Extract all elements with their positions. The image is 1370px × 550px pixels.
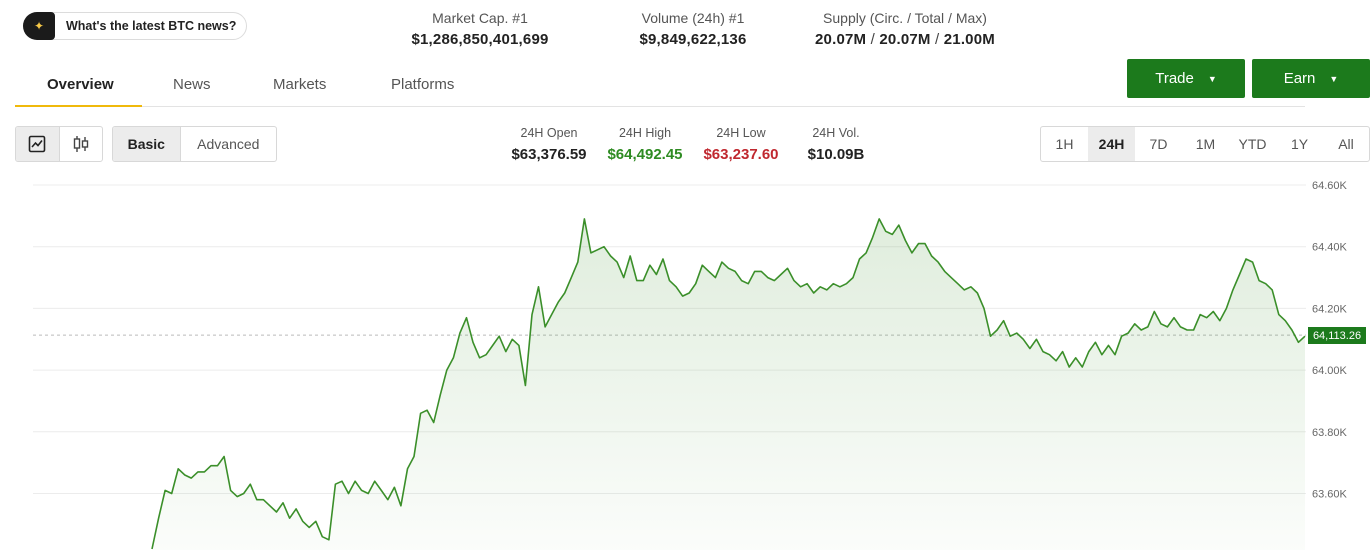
earn-label: Earn — [1283, 70, 1316, 87]
active-tab-underline — [15, 105, 142, 107]
supply-stat: Supply (Circ. / Total / Max) 20.07M / 20… — [795, 10, 1015, 48]
tab-markets[interactable]: Markets — [273, 76, 327, 93]
open-label: 24H Open — [520, 126, 578, 140]
range-7d[interactable]: 7D — [1149, 136, 1168, 152]
trade-button[interactable]: Trade ▼ — [1127, 59, 1245, 98]
trade-label: Trade — [1155, 70, 1194, 87]
tab-platforms[interactable]: Platforms — [391, 76, 455, 93]
high-value: $64,492.45 — [607, 146, 683, 163]
chart-type-toggle — [15, 126, 103, 162]
chevron-down-icon: ▼ — [1329, 73, 1339, 84]
supply-value: 20.07M / 20.07M / 21.00M — [795, 31, 1015, 48]
high-stat: 24H High $64,492.45 — [599, 126, 691, 163]
earn-button[interactable]: Earn ▼ — [1252, 59, 1370, 98]
line-chart-icon — [28, 135, 46, 153]
range-1h[interactable]: 1H — [1055, 136, 1074, 152]
market-cap-stat: Market Cap. #1 $1,286,850,401,699 — [405, 10, 555, 48]
y-tick-label: 63.80K — [1312, 427, 1348, 439]
sparkle-icon: ✦ — [23, 12, 55, 40]
price-area — [152, 218, 1305, 550]
volume-24h-label: 24H Vol. — [812, 126, 860, 140]
volume-24h-value: $10.09B — [807, 146, 865, 163]
low-label: 24H Low — [716, 126, 766, 140]
chart-mode-toggle: Basic Advanced — [112, 126, 277, 162]
open-value: $63,376.59 — [511, 146, 587, 163]
low-stat: 24H Low $63,237.60 — [695, 126, 787, 163]
y-tick-label: 64.60K — [1312, 180, 1348, 192]
price-line — [151, 218, 1306, 550]
market-cap-value: $1,286,850,401,699 — [411, 31, 549, 48]
volume-stat: Volume (24h) #1 $9,849,622,136 — [618, 10, 768, 48]
range-24h[interactable]: 24H — [1088, 127, 1135, 161]
volume-value: $9,849,622,136 — [639, 31, 747, 48]
supply-separator: / — [934, 31, 940, 48]
supply-circ: 20.07M — [815, 31, 867, 48]
open-stat: 24H Open $63,376.59 — [503, 126, 595, 163]
section-tabs: Overview News Markets Platforms — [15, 66, 1305, 107]
volume-label: Volume (24h) #1 — [641, 10, 745, 26]
ai-prompt-pill[interactable]: ✦ What's the latest BTC news? — [23, 12, 247, 40]
range-1m[interactable]: 1M — [1195, 136, 1216, 152]
y-tick-label: 64.40K — [1312, 242, 1348, 254]
tab-overview[interactable]: Overview — [47, 76, 114, 93]
y-tick-label: 64.00K — [1312, 365, 1348, 377]
chevron-down-icon: ▼ — [1207, 73, 1217, 84]
advanced-mode-button[interactable]: Advanced — [197, 136, 260, 152]
range-all[interactable]: All — [1338, 136, 1354, 152]
ai-prompt-text: What's the latest BTC news? — [66, 19, 237, 33]
range-1y[interactable]: 1Y — [1290, 136, 1309, 152]
line-chart-button[interactable] — [16, 127, 60, 161]
market-cap-label: Market Cap. #1 — [432, 10, 528, 26]
high-label: 24H High — [618, 126, 672, 140]
supply-label: Supply (Circ. / Total / Max) — [823, 10, 987, 26]
tab-news[interactable]: News — [173, 76, 211, 93]
current-price-tag: 64,113.26 — [1308, 327, 1366, 344]
y-tick-label: 64.20K — [1312, 303, 1348, 315]
y-tick-label: 63.60K — [1312, 489, 1348, 501]
volume-24h-stat: 24H Vol. $10.09B — [796, 126, 876, 163]
basic-mode-button[interactable]: Basic — [113, 127, 181, 161]
time-range-selector: 1H 24H 7D 1M YTD 1Y All — [1040, 126, 1370, 162]
range-ytd[interactable]: YTD — [1238, 136, 1267, 152]
supply-separator: / — [870, 31, 875, 48]
low-value: $63,237.60 — [703, 146, 779, 163]
candlestick-icon — [73, 136, 88, 152]
y-axis-labels: 64.60K 64.40K 64.20K 64.00K 63.80K 63.60K — [1312, 180, 1348, 501]
candlestick-button[interactable] — [60, 127, 103, 161]
supply-max: 21.00M — [943, 31, 995, 48]
supply-total: 20.07M — [879, 31, 931, 48]
